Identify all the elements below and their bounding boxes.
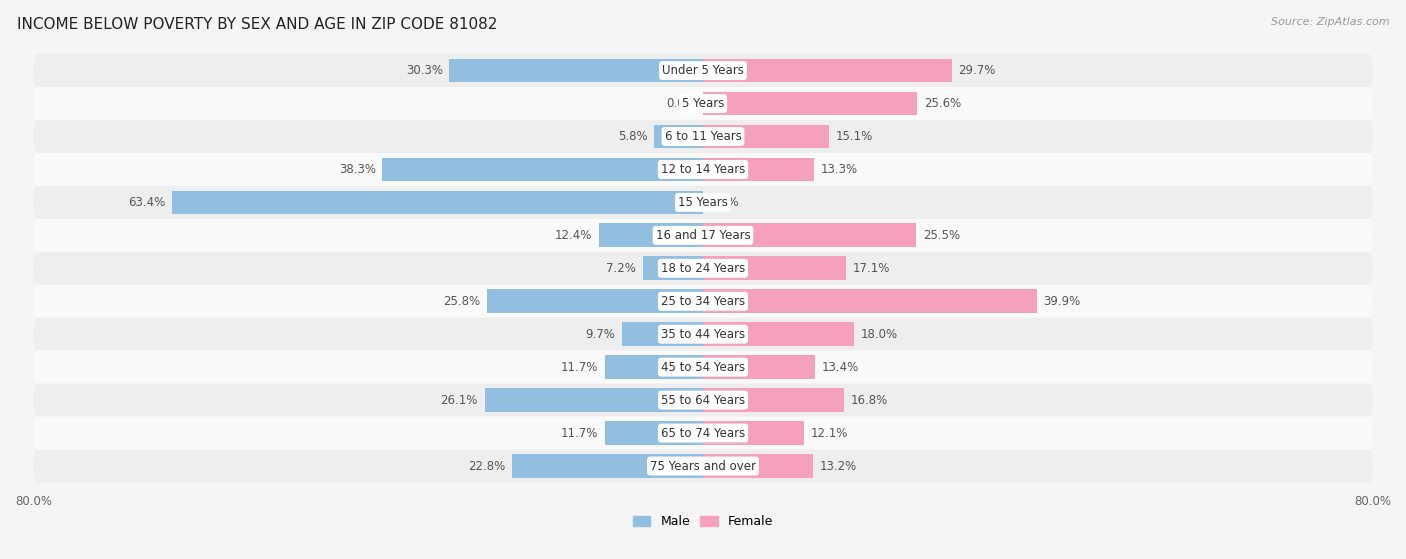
Text: 16.8%: 16.8%	[851, 394, 887, 406]
Text: 25.8%: 25.8%	[443, 295, 481, 308]
Text: 17.1%: 17.1%	[853, 262, 890, 275]
Text: 5.8%: 5.8%	[619, 130, 648, 143]
Bar	[703, 323, 853, 346]
Legend: Male, Female: Male, Female	[628, 510, 778, 533]
FancyBboxPatch shape	[34, 186, 1372, 219]
Text: 13.2%: 13.2%	[820, 459, 858, 472]
FancyBboxPatch shape	[34, 416, 1372, 449]
Text: 7.2%: 7.2%	[606, 262, 636, 275]
FancyBboxPatch shape	[34, 87, 1372, 120]
Text: 11.7%: 11.7%	[561, 361, 599, 373]
Text: 29.7%: 29.7%	[959, 64, 995, 77]
Text: 75 Years and over: 75 Years and over	[650, 459, 756, 472]
Text: 38.3%: 38.3%	[339, 163, 375, 176]
Bar	[382, 158, 703, 181]
Bar	[703, 356, 815, 379]
Bar	[643, 257, 703, 280]
Text: 12 to 14 Years: 12 to 14 Years	[661, 163, 745, 176]
Text: Source: ZipAtlas.com: Source: ZipAtlas.com	[1271, 17, 1389, 27]
Text: 5 Years: 5 Years	[682, 97, 724, 110]
FancyBboxPatch shape	[34, 383, 1372, 416]
Bar	[703, 421, 804, 445]
Bar	[485, 389, 703, 412]
Text: Under 5 Years: Under 5 Years	[662, 64, 744, 77]
Bar	[486, 290, 703, 313]
Bar	[703, 125, 830, 148]
Text: 18.0%: 18.0%	[860, 328, 897, 340]
Text: 65 to 74 Years: 65 to 74 Years	[661, 427, 745, 439]
Bar	[654, 125, 703, 148]
Text: 26.1%: 26.1%	[440, 394, 478, 406]
Text: 13.4%: 13.4%	[823, 361, 859, 373]
Bar	[703, 290, 1036, 313]
Text: 30.3%: 30.3%	[406, 64, 443, 77]
Bar	[173, 191, 703, 214]
Text: 55 to 64 Years: 55 to 64 Years	[661, 394, 745, 406]
Bar	[703, 158, 814, 181]
Text: 45 to 54 Years: 45 to 54 Years	[661, 361, 745, 373]
Bar	[599, 224, 703, 247]
Bar	[703, 59, 952, 83]
Text: INCOME BELOW POVERTY BY SEX AND AGE IN ZIP CODE 81082: INCOME BELOW POVERTY BY SEX AND AGE IN Z…	[17, 17, 498, 32]
FancyBboxPatch shape	[34, 120, 1372, 153]
Text: 15.1%: 15.1%	[837, 130, 873, 143]
Text: 25 to 34 Years: 25 to 34 Years	[661, 295, 745, 308]
Text: 35 to 44 Years: 35 to 44 Years	[661, 328, 745, 340]
Text: 13.3%: 13.3%	[821, 163, 858, 176]
Bar	[703, 92, 917, 115]
Text: 6 to 11 Years: 6 to 11 Years	[665, 130, 741, 143]
Text: 12.1%: 12.1%	[811, 427, 848, 439]
FancyBboxPatch shape	[34, 318, 1372, 350]
Text: 63.4%: 63.4%	[128, 196, 166, 209]
Text: 9.7%: 9.7%	[585, 328, 616, 340]
Bar	[621, 323, 703, 346]
Text: 0.0%: 0.0%	[710, 196, 740, 209]
FancyBboxPatch shape	[34, 153, 1372, 186]
Bar	[703, 224, 917, 247]
Text: 18 to 24 Years: 18 to 24 Years	[661, 262, 745, 275]
Text: 16 and 17 Years: 16 and 17 Years	[655, 229, 751, 242]
Text: 39.9%: 39.9%	[1043, 295, 1081, 308]
Bar	[703, 389, 844, 412]
Bar	[512, 454, 703, 478]
Text: 25.6%: 25.6%	[924, 97, 962, 110]
Bar	[605, 421, 703, 445]
FancyBboxPatch shape	[34, 285, 1372, 318]
Bar	[703, 454, 814, 478]
Text: 11.7%: 11.7%	[561, 427, 599, 439]
Text: 0.0%: 0.0%	[666, 97, 696, 110]
FancyBboxPatch shape	[34, 449, 1372, 482]
Text: 25.5%: 25.5%	[924, 229, 960, 242]
Text: 12.4%: 12.4%	[555, 229, 592, 242]
FancyBboxPatch shape	[34, 54, 1372, 87]
Bar	[605, 356, 703, 379]
FancyBboxPatch shape	[34, 252, 1372, 285]
FancyBboxPatch shape	[34, 350, 1372, 383]
Bar	[450, 59, 703, 83]
FancyBboxPatch shape	[34, 219, 1372, 252]
Bar	[703, 257, 846, 280]
Text: 22.8%: 22.8%	[468, 459, 506, 472]
Text: 15 Years: 15 Years	[678, 196, 728, 209]
